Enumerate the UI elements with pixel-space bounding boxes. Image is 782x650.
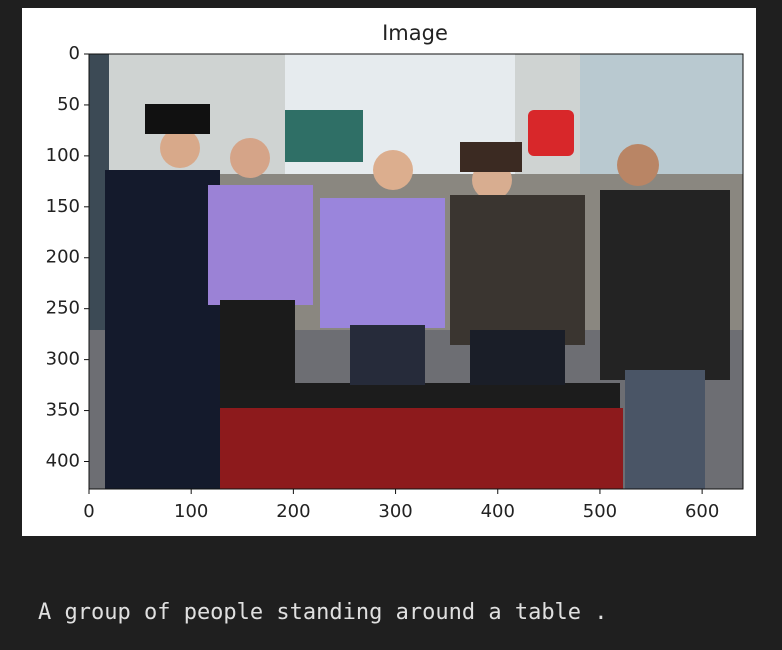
y-tick-label: 0 [69, 43, 80, 64]
chart-title: Image [382, 21, 448, 45]
x-tick-label: 300 [378, 501, 412, 522]
photo [89, 54, 743, 489]
x-tick-label: 0 [83, 501, 94, 522]
y-tick-label: 250 [46, 298, 80, 319]
y-tick-label: 350 [46, 400, 80, 421]
axes-frame [88, 53, 744, 490]
y-tick-label: 50 [57, 94, 80, 115]
axes: 0 100 200 300 400 500 600 0 50 100 150 200 250 300 350… [46, 43, 744, 522]
x-tick-label: 600 [685, 501, 719, 522]
caption: A group of people standing around a tabl… [38, 600, 608, 625]
figure: Image 0 100 200 300 400 500 600 0 50 100 150 200 250… [22, 8, 756, 536]
y-tick-label: 400 [46, 450, 80, 471]
x-tick-label: 100 [174, 501, 208, 522]
y-tick-label: 300 [46, 349, 80, 370]
x-tick-label: 400 [481, 501, 515, 522]
y-tick-label: 200 [46, 247, 80, 268]
y-tick-label: 100 [46, 145, 80, 166]
y-tick-label: 150 [46, 196, 80, 217]
x-tick-label: 500 [583, 501, 617, 522]
x-tick-label: 200 [276, 501, 310, 522]
